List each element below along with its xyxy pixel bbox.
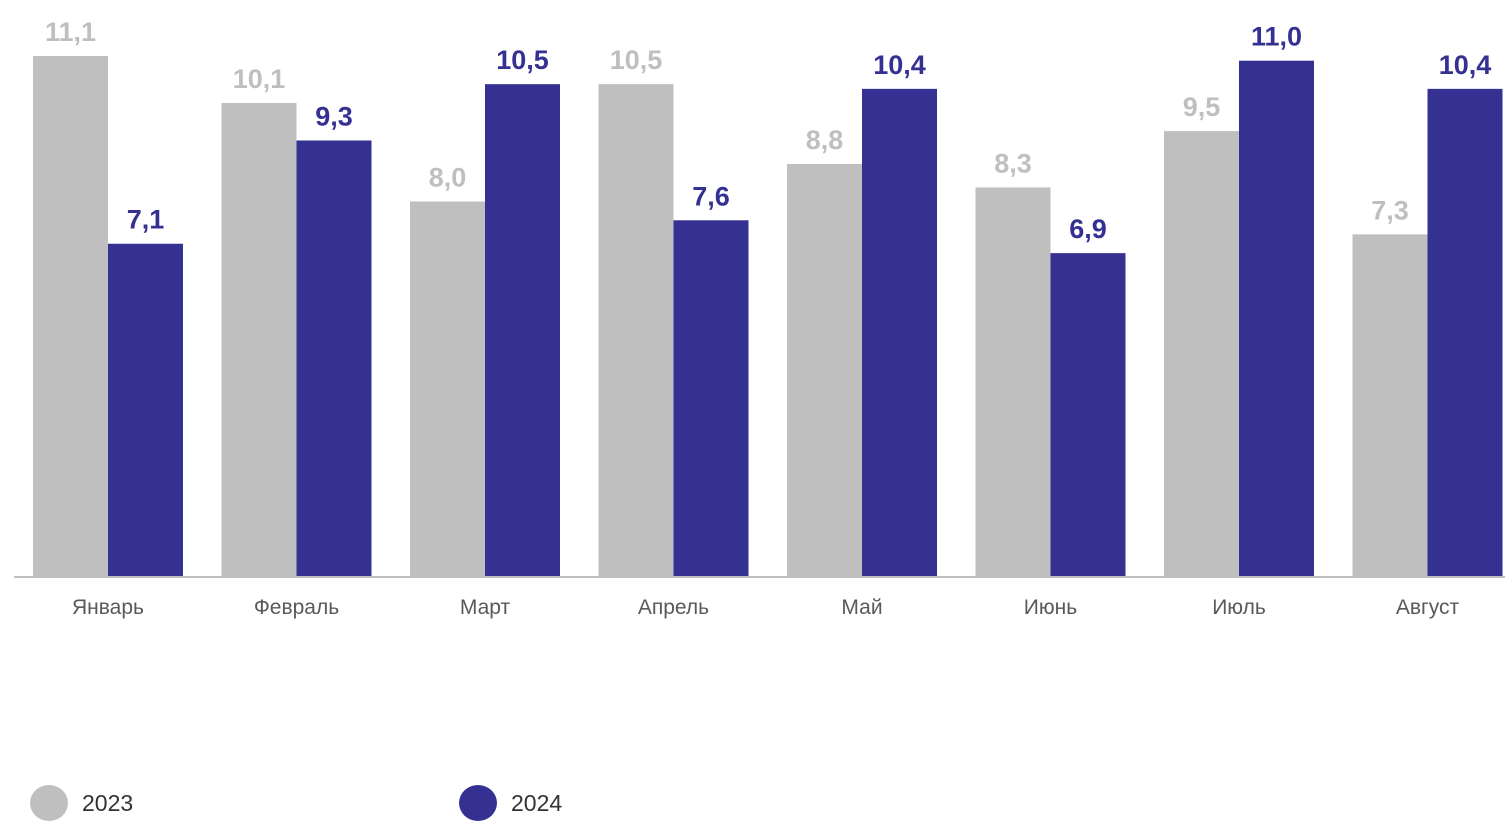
bar-2023-2 [221, 102, 297, 577]
data-label-2023-5: 8,8 [806, 125, 844, 155]
x-tick-label-3: Март [460, 596, 511, 619]
bar-2024-2 [296, 140, 372, 577]
bar-2023-8 [1352, 234, 1428, 578]
bar-2023-7 [1164, 131, 1239, 577]
legend-label-2024: 2024 [511, 789, 563, 816]
data-label-2023-7: 9,5 [1183, 92, 1221, 122]
data-label-2024-2: 9,3 [315, 101, 353, 131]
legend-label-2023: 2023 [82, 789, 134, 816]
legend-item-2024: 2024 [459, 785, 562, 821]
bar-2024-5 [862, 88, 937, 577]
bar-2024-7 [1239, 60, 1314, 577]
x-tick-label-6: Июнь [1024, 596, 1077, 619]
data-label-2024-3: 10,5 [496, 45, 549, 75]
data-label-2023-4: 10,5 [610, 45, 663, 75]
bar-2024-1 [108, 243, 183, 577]
legend-swatch-2024 [459, 785, 497, 821]
bar-2023-6 [975, 187, 1051, 578]
data-labels-layer: 11,1 7,1 10,1 9,3 8,0 10,5 10,5 7,6 8,8 10,4 8,3 6,… [45, 17, 1491, 244]
bar-2024-4 [673, 220, 749, 577]
bar-2023-4 [598, 84, 674, 577]
data-label-2023-3: 8,0 [429, 163, 467, 193]
x-tick-label-4: Апрель [638, 596, 709, 619]
data-label-2024-6: 6,9 [1069, 214, 1107, 244]
bar-2023-3 [410, 201, 485, 577]
data-label-2024-1: 7,1 [127, 205, 165, 235]
data-label-2024-4: 7,6 [692, 181, 730, 211]
x-tick-label-5: Май [841, 596, 882, 619]
data-label-2024-8: 10,4 [1439, 50, 1492, 80]
x-tick-label-2: Февраль [254, 596, 339, 619]
bar-2024-3 [485, 84, 560, 577]
legend: 2023 2024 [30, 785, 730, 821]
legend-swatch-2023 [30, 785, 68, 821]
legend-item-2023: 2023 [30, 785, 133, 821]
x-tick-label-7: Июль [1212, 596, 1266, 619]
data-label-2023-6: 8,3 [994, 148, 1032, 178]
data-label-2023-2: 10,1 [233, 64, 286, 94]
x-tick-label-1: Январь [72, 596, 144, 619]
data-label-2024-5: 10,4 [873, 50, 926, 80]
x-tick-labels-layer: Январь Февраль Март Апрель Май Июнь Июль Август [72, 596, 1459, 619]
bar-2023-5 [787, 163, 862, 577]
data-label-2024-7: 11,0 [1251, 22, 1302, 52]
x-tick-label-8: Август [1396, 596, 1460, 619]
bar-2024-8 [1427, 88, 1503, 577]
bar-2024-6 [1050, 253, 1126, 577]
bars-layer [33, 56, 1503, 578]
data-label-2023-8: 7,3 [1371, 195, 1409, 225]
bar-2023-1 [33, 56, 108, 577]
data-label-2023-1: 11,1 [45, 17, 96, 47]
